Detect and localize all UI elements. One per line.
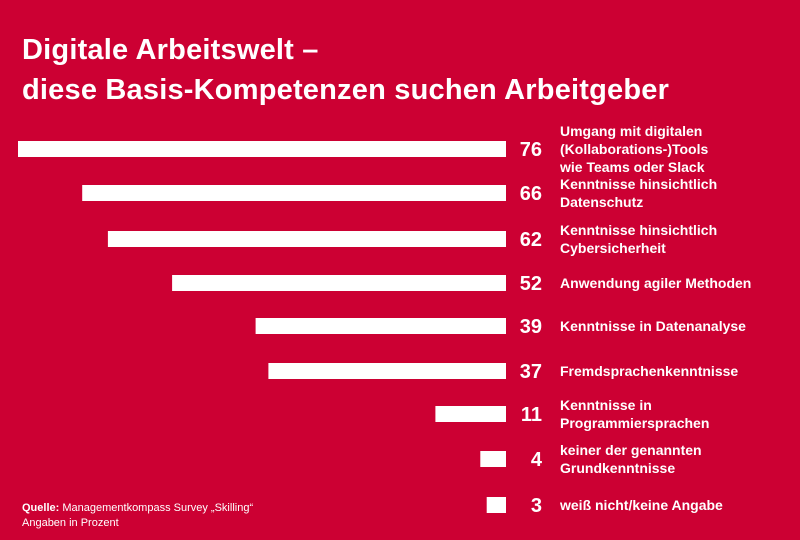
category-label-7: Kenntnisse in Programmiersprachen xyxy=(560,397,709,431)
value-label-8: 4 xyxy=(531,449,543,471)
category-label-line: Kenntnisse hinsichtlich xyxy=(560,222,717,238)
category-label-1: Umgang mit digitalen (Kollaborations-)Too… xyxy=(559,123,708,175)
category-label-9: weiß nicht/keine Angabe xyxy=(559,497,723,513)
chart-title-line-1: Digitale Arbeitswelt – xyxy=(22,34,319,66)
category-label-4: Anwendung agiler Methoden xyxy=(560,275,751,291)
category-label-line: Fremdsprachenkenntnisse xyxy=(560,363,738,379)
value-label-3: 62 xyxy=(520,229,542,251)
value-label-9: 3 xyxy=(531,495,542,517)
category-label-line: wie Teams oder Slack xyxy=(559,159,705,175)
category-label-5: Kenntnisse in Datenanalyse xyxy=(560,318,746,334)
category-label-8: keiner der genannten Grundkenntnisse xyxy=(560,442,702,476)
category-label-line: keiner der genannten xyxy=(560,442,702,458)
category-label-line: Kenntnisse in xyxy=(560,397,652,413)
bar-8 xyxy=(480,451,506,467)
bar-1 xyxy=(18,141,506,157)
category-label-line: Anwendung agiler Methoden xyxy=(560,275,751,291)
chart-title: Digitale Arbeitswelt – diese Basis-Kompe… xyxy=(22,30,669,110)
source-label: Quelle: xyxy=(22,502,60,514)
bar-6 xyxy=(268,363,506,379)
unit-note: Angaben in Prozent xyxy=(22,517,119,529)
category-label-line: Programmiersprachen xyxy=(560,415,709,431)
value-label-1: 76 xyxy=(520,139,542,161)
bar-2 xyxy=(82,185,506,201)
category-label-2: Kenntnisse hinsichtlich Datenschutz xyxy=(560,176,717,210)
bar-7 xyxy=(435,406,506,422)
category-label-line: Kenntnisse hinsichtlich xyxy=(560,176,717,192)
bar-4 xyxy=(172,275,506,291)
category-label-3: Kenntnisse hinsichtlich Cybersicherheit xyxy=(560,222,717,256)
value-label-2: 66 xyxy=(520,183,542,205)
category-label-line: Datenschutz xyxy=(560,194,643,210)
category-label-line: Kenntnisse in Datenanalyse xyxy=(560,318,746,334)
bar-9 xyxy=(486,497,506,513)
category-label-line: Grundkenntnisse xyxy=(560,460,675,476)
bar-5 xyxy=(255,318,506,334)
category-label-line: weiß nicht/keine Angabe xyxy=(559,497,723,513)
source-note: Quelle: Managementkompass Survey „Skilli… xyxy=(22,501,253,531)
category-label-6: Fremdsprachenkenntnisse xyxy=(560,363,738,379)
category-label-line: (Kollaborations-)Tools xyxy=(560,141,708,157)
value-label-7: 11 xyxy=(521,404,542,426)
category-label-line: Cybersicherheit xyxy=(560,240,666,256)
value-label-6: 37 xyxy=(520,361,542,383)
category-label-line: Umgang mit digitalen xyxy=(560,123,702,139)
bar-3 xyxy=(107,231,507,247)
value-label-4: 52 xyxy=(520,273,542,295)
chart-title-line-2: diese Basis-Kompetenzen suchen Arbeitgeb… xyxy=(22,74,670,106)
value-label-5: 39 xyxy=(520,316,542,338)
source-text: Managementkompass Survey „Skilling“ xyxy=(62,502,254,514)
